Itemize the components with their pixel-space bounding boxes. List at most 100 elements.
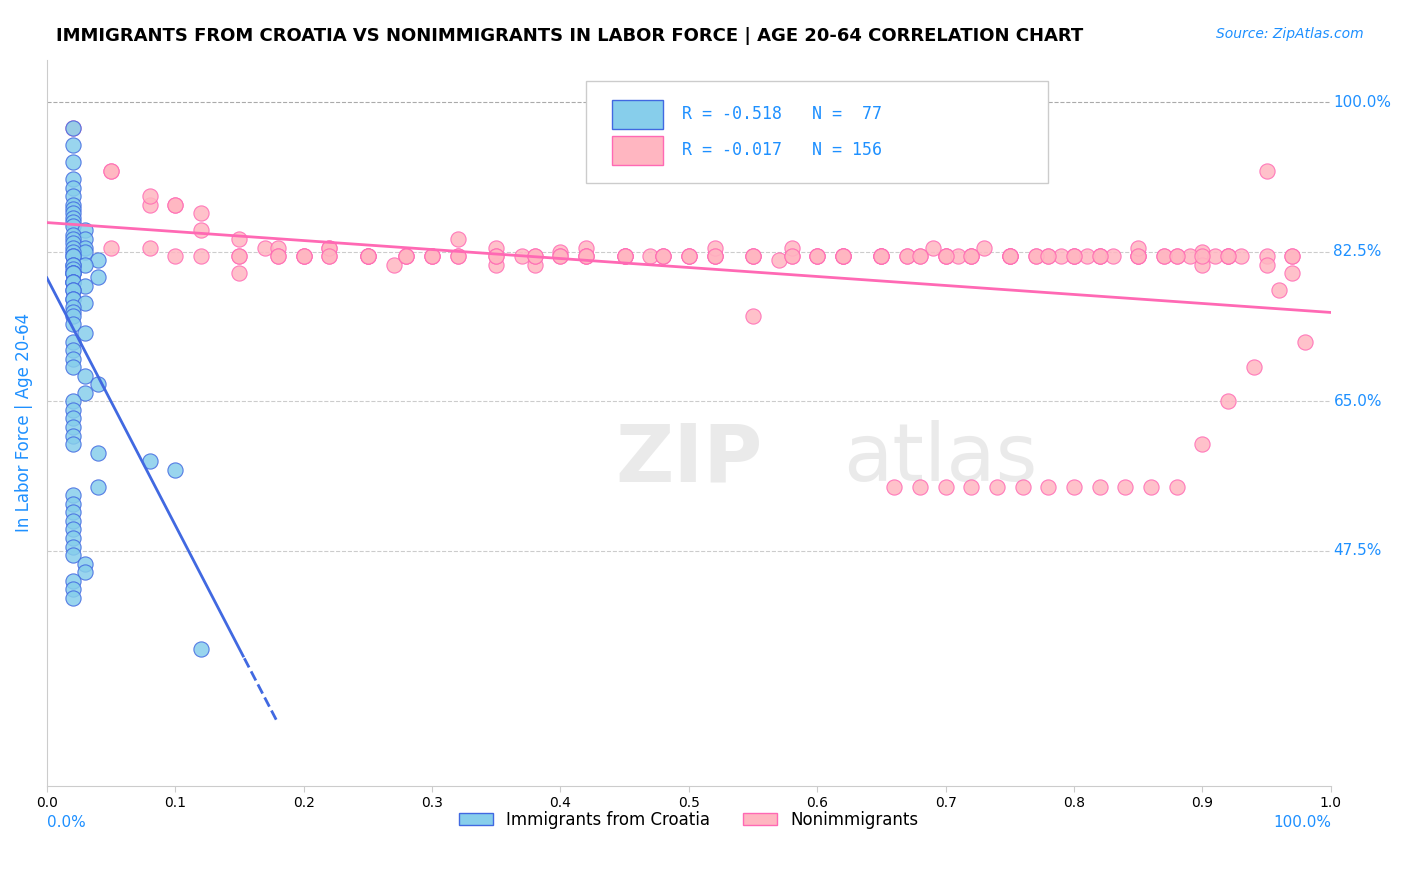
Point <box>998 249 1021 263</box>
Point <box>62 514 84 528</box>
Point <box>254 241 277 255</box>
Point <box>62 120 84 135</box>
Point <box>510 249 533 263</box>
Point <box>87 377 110 392</box>
Point <box>742 249 765 263</box>
Text: 65.0%: 65.0% <box>1333 394 1382 409</box>
Text: ZIP: ZIP <box>616 420 762 498</box>
Point <box>485 258 508 272</box>
Point <box>832 249 855 263</box>
Point <box>62 318 84 332</box>
Point <box>780 249 803 263</box>
Point <box>960 249 983 263</box>
Point <box>62 304 84 318</box>
Point <box>62 275 84 289</box>
Point <box>75 241 97 255</box>
Point <box>1191 437 1213 451</box>
Point <box>1128 249 1150 263</box>
Point <box>75 244 97 259</box>
Point <box>1216 249 1239 263</box>
Text: 100.0%: 100.0% <box>1333 95 1392 110</box>
Point <box>62 215 84 229</box>
Point <box>165 249 187 263</box>
Point <box>998 249 1021 263</box>
Point <box>62 283 84 297</box>
Point <box>550 249 572 263</box>
Point <box>973 241 995 255</box>
Point <box>292 249 315 263</box>
Point <box>1088 480 1111 494</box>
Point <box>806 249 828 263</box>
Point <box>62 292 84 306</box>
Point <box>806 249 828 263</box>
Point <box>62 249 84 263</box>
Point <box>1063 249 1085 263</box>
Point <box>190 223 212 237</box>
Point <box>896 249 918 263</box>
Point <box>267 249 290 263</box>
Point <box>806 249 828 263</box>
Point <box>678 249 700 263</box>
Point <box>1191 249 1213 263</box>
Point <box>62 120 84 135</box>
Point <box>832 249 855 263</box>
Point <box>908 249 931 263</box>
Point <box>1153 249 1175 263</box>
Point <box>960 249 983 263</box>
Point <box>190 206 212 220</box>
Point <box>165 198 187 212</box>
Point <box>652 249 675 263</box>
Point <box>1256 163 1278 178</box>
Point <box>62 411 84 425</box>
Point <box>267 249 290 263</box>
Point <box>62 198 84 212</box>
Point <box>420 249 443 263</box>
Point <box>1256 258 1278 272</box>
Point <box>1294 334 1316 349</box>
Point <box>1114 480 1136 494</box>
Text: 82.5%: 82.5% <box>1333 244 1382 260</box>
Point <box>1038 249 1060 263</box>
Point <box>75 565 97 579</box>
Point <box>357 249 380 263</box>
Point <box>75 326 97 340</box>
Point <box>523 258 546 272</box>
Point <box>703 249 725 263</box>
Point <box>935 480 957 494</box>
Point <box>447 249 470 263</box>
Point <box>703 249 725 263</box>
Point <box>62 172 84 186</box>
Point <box>742 249 765 263</box>
Point <box>908 480 931 494</box>
Point <box>62 403 84 417</box>
Point <box>62 301 84 315</box>
Point <box>1166 249 1188 263</box>
Point <box>62 241 84 255</box>
Point <box>395 249 418 263</box>
Point <box>62 488 84 502</box>
Point <box>75 296 97 310</box>
Point <box>1076 249 1098 263</box>
Point <box>190 642 212 657</box>
Point <box>395 249 418 263</box>
Point <box>75 385 97 400</box>
Point <box>523 249 546 263</box>
Point <box>523 249 546 263</box>
Point <box>780 241 803 255</box>
Point <box>75 279 97 293</box>
Point <box>613 249 636 263</box>
Point <box>138 241 160 255</box>
Point <box>62 219 84 234</box>
Point <box>75 223 97 237</box>
Point <box>1088 249 1111 263</box>
Point <box>228 249 250 263</box>
Point <box>62 351 84 366</box>
Point <box>138 189 160 203</box>
Point <box>62 232 84 246</box>
Legend: Immigrants from Croatia, Nonimmigrants: Immigrants from Croatia, Nonimmigrants <box>453 805 925 836</box>
Point <box>613 249 636 263</box>
Point <box>267 241 290 255</box>
Point <box>190 249 212 263</box>
Point <box>652 249 675 263</box>
Point <box>1128 249 1150 263</box>
